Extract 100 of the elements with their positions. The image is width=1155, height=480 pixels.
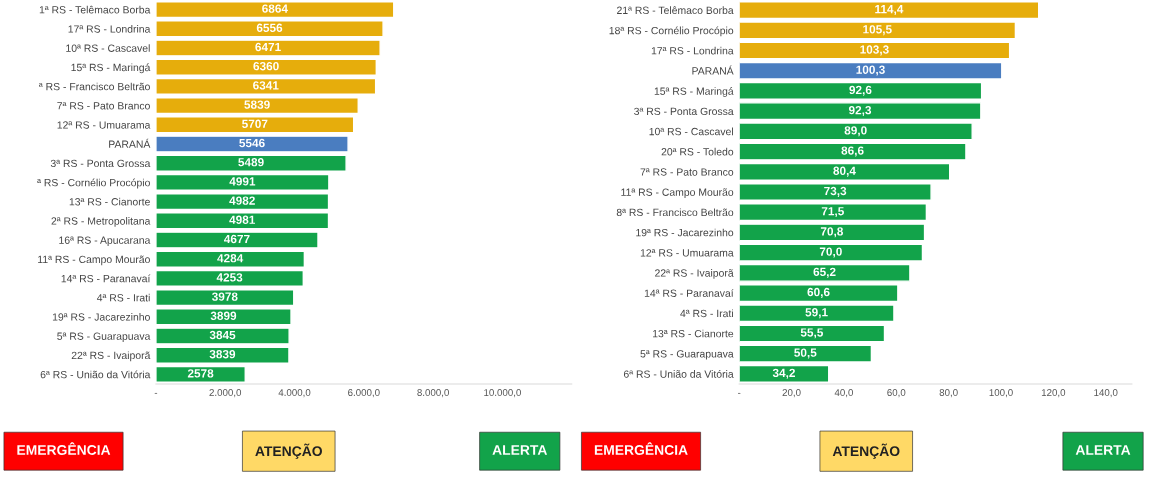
data-label: 6360 xyxy=(253,62,279,71)
data-label: 5546 xyxy=(239,138,265,148)
bar xyxy=(739,162,951,181)
bar xyxy=(155,212,330,230)
bar xyxy=(739,223,926,242)
y-tick-label: 7ª RS - Pato Branco xyxy=(57,102,150,110)
bar xyxy=(739,81,983,100)
text: ATENÇÃO xyxy=(832,443,900,459)
bar xyxy=(739,203,928,222)
y-tick-label: 12ª RS - Umuarama xyxy=(640,249,734,257)
text: ATENÇÃO xyxy=(255,443,322,459)
x-tick-label: 20,0 xyxy=(782,389,801,398)
data-label: 3839 xyxy=(209,350,236,359)
x-tick-label: 4.000,0 xyxy=(278,389,311,398)
y-tick-label: 4ª RS - Irati xyxy=(96,293,150,302)
x-tick-label: 10.000,0 xyxy=(484,389,521,398)
y-tick-label: 17ª RS - Londrina xyxy=(651,46,734,55)
y-tick-label: 2ª RS - Metropolitana xyxy=(51,217,151,227)
y-tick-label: 19ª RS - Jacarezinho xyxy=(52,313,150,321)
y-tick-label: ª RS - Cornélio Procópio xyxy=(37,178,150,189)
y-tick-label: 15ª RS - Maringá xyxy=(71,63,151,74)
data-label: 73,3 xyxy=(824,186,847,197)
text: EMERGÊNCIA xyxy=(17,442,111,455)
x-tick-label: 2.000,0 xyxy=(209,389,242,398)
bar xyxy=(155,135,349,153)
data-label: 2578 xyxy=(187,369,214,378)
y-tick-label: 3ª RS - Ponta Grossa xyxy=(634,107,734,116)
bar xyxy=(739,61,1003,80)
data-label: 86,6 xyxy=(841,146,864,157)
data-label: 59,1 xyxy=(805,308,828,319)
bar xyxy=(155,77,377,95)
data-label: 6471 xyxy=(255,42,281,52)
y-tick-label: 22ª RS - Ivaiporã xyxy=(655,269,734,279)
bar xyxy=(155,97,359,115)
y-tick-label: 3ª RS - Ponta Grossa xyxy=(50,159,151,168)
x-tick-label: 100,0 xyxy=(989,389,1013,398)
data-label: 105,5 xyxy=(863,25,892,36)
data-label: 80,4 xyxy=(833,166,856,177)
x-tick-label: 60,0 xyxy=(887,389,906,398)
y-tick-label: 19ª RS - Jacarezinho xyxy=(636,228,734,237)
y-tick-label: 13ª RS - Cianorte xyxy=(653,329,734,338)
x-tick-label: 80,0 xyxy=(939,389,958,398)
bar xyxy=(155,346,290,364)
y-tick-label: 10ª RS - Cascavel xyxy=(649,127,733,136)
data-label: 89,0 xyxy=(844,126,867,137)
data-label: 114,4 xyxy=(875,5,904,15)
y-tick-label: 13ª RS - Cianorte xyxy=(69,197,150,206)
data-label: 4981 xyxy=(229,215,256,224)
data-label: 65,2 xyxy=(813,267,836,278)
text: ALERTA xyxy=(1075,445,1131,455)
y-tick-label: 5ª RS - Guarapuava xyxy=(57,332,151,342)
x-tick-label: 6.000,0 xyxy=(348,389,380,398)
bar xyxy=(739,122,973,141)
data-label: 3978 xyxy=(211,292,238,301)
y-tick-label: PARANÁ xyxy=(109,138,151,148)
y-tick-label: 5ª RS - Guarapuava xyxy=(640,350,734,360)
y-tick-label: 6ª RS - União da Vitória xyxy=(623,370,734,378)
bar xyxy=(155,193,330,211)
y-tick-label: 22ª RS - Ivaiporã xyxy=(71,351,151,362)
y-tick-label: 1ª RS - Telêmaco Borba xyxy=(39,5,151,14)
data-label: 55,5 xyxy=(800,328,824,339)
data-label: 70,0 xyxy=(819,247,842,258)
y-tick-label: 11ª RS - Campo Mourão xyxy=(621,188,734,198)
x-tick-label: 8.000,0 xyxy=(417,389,449,398)
y-tick-label: 16ª RS - Apucarana xyxy=(59,236,151,246)
data-label: 4677 xyxy=(224,234,250,244)
data-label: 3845 xyxy=(209,330,236,340)
y-tick-label: 14ª RS - Paranavaí xyxy=(644,289,734,297)
y-tick-label: 11ª RS - Campo Mourão xyxy=(38,255,150,266)
bar xyxy=(155,308,292,326)
bar xyxy=(739,183,932,201)
bar xyxy=(155,173,330,191)
x-tick-label: 120,0 xyxy=(1041,389,1066,398)
data-label: 103,3 xyxy=(860,45,889,56)
bar xyxy=(155,231,319,249)
bar xyxy=(739,41,1011,60)
data-label: 4991 xyxy=(229,177,256,186)
y-tick-label: 10ª RS - Cascavel xyxy=(66,44,150,52)
text: EMERGÊNCIA xyxy=(594,442,688,455)
bar xyxy=(739,284,899,303)
data-label: 4253 xyxy=(216,273,243,282)
data-label: 60,6 xyxy=(807,287,830,298)
y-tick-label: PARANÁ xyxy=(692,65,734,75)
y-tick-label: 17ª RS - Londrina xyxy=(68,25,151,33)
bar xyxy=(155,20,384,38)
x-tick-label: 40,0 xyxy=(834,389,853,398)
data-label: 71,5 xyxy=(821,207,844,218)
bar xyxy=(155,365,246,383)
bar xyxy=(155,58,377,76)
x-tick-label: - xyxy=(738,392,741,394)
y-tick-label: 20ª RS - Toledo xyxy=(661,147,734,156)
y-tick-label: 8ª RS - Francisco Beltrão xyxy=(616,208,734,217)
y-tick-label: 6ª RS - União da Vitória xyxy=(40,370,151,379)
bar xyxy=(739,344,873,363)
y-tick-label: 12ª RS - Umuarama xyxy=(57,121,151,129)
y-tick-label: 4ª RS - Irati xyxy=(680,309,733,318)
data-label: 6556 xyxy=(256,23,283,32)
bar xyxy=(155,1,395,19)
x-tick-label: 140,0 xyxy=(1094,389,1118,398)
bar xyxy=(155,39,381,57)
